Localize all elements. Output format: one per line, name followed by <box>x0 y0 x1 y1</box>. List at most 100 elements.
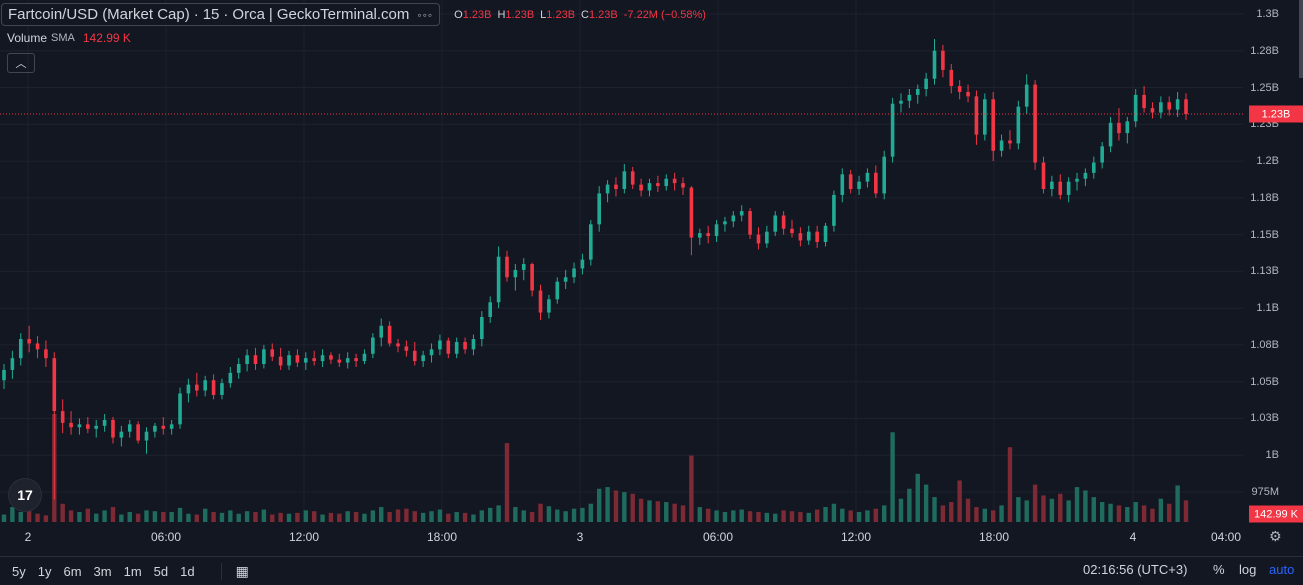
time-tick-label: 12:00 <box>288 530 320 544</box>
volume-bar <box>35 513 40 522</box>
candle-body <box>597 193 601 225</box>
volume-bar <box>630 493 635 522</box>
range-1m[interactable]: 1m <box>123 563 142 579</box>
candle-body <box>295 355 300 363</box>
interval-label: 15 <box>202 6 220 23</box>
volume-value: 142.99 K <box>82 31 131 45</box>
candle-body <box>1175 99 1180 110</box>
collapse-legend-button[interactable]: ︿ <box>7 53 35 73</box>
last-price-tag: 1.23B <box>1249 105 1303 123</box>
candle-body <box>1159 102 1163 113</box>
volume-bar <box>1099 502 1105 522</box>
candle-body <box>2 369 6 381</box>
volume-bar <box>253 512 258 522</box>
candle-body <box>303 358 308 363</box>
scrollbar[interactable] <box>1299 0 1303 78</box>
log-toggle[interactable]: log <box>1239 562 1257 577</box>
candle-body <box>94 425 99 429</box>
volume-bar <box>102 510 107 522</box>
price-tick-label: 1.3B <box>1256 8 1279 20</box>
volume-bar <box>1041 495 1046 522</box>
symbol-title-box[interactable]: Fartcoin/USD (Market Cap) · 15 · Orca | … <box>1 3 441 26</box>
volume-bar <box>923 484 929 522</box>
volume-bar <box>1183 500 1189 522</box>
candle-body <box>622 171 627 190</box>
volume-bar <box>446 513 451 522</box>
candle-body <box>421 355 425 362</box>
candle-body <box>681 183 685 188</box>
volume-bar <box>722 512 728 522</box>
candle-body <box>1150 108 1155 113</box>
range-1d[interactable]: 1d <box>180 563 195 579</box>
percent-toggle[interactable]: % <box>1213 562 1225 577</box>
candle-body <box>1016 106 1021 144</box>
candle-body <box>253 355 258 365</box>
volume-bar <box>1108 503 1113 522</box>
volume-bar <box>261 509 267 522</box>
candle-body <box>404 346 409 351</box>
volume-bar <box>856 512 862 522</box>
time-tick-label: 06:00 <box>150 530 182 544</box>
volume-bar <box>328 512 334 522</box>
candle-body <box>563 277 568 282</box>
candle-body <box>127 424 132 432</box>
candle-body <box>1125 121 1130 134</box>
range-3m[interactable]: 3m <box>93 563 112 579</box>
price-tick-label: 1.13B <box>1250 265 1279 278</box>
volume-label: Volume <box>7 31 48 45</box>
candle-body <box>220 383 224 395</box>
more-dots-icon[interactable]: ◦◦◦ <box>417 7 434 22</box>
auto-toggle[interactable]: auto <box>1269 562 1295 577</box>
volume-bar <box>814 509 820 522</box>
candle-body <box>371 337 375 354</box>
volume-bar <box>848 510 853 522</box>
candle-body <box>337 359 342 363</box>
volume-bar <box>337 513 342 522</box>
volume-legend: Volume SMA 142.99 K <box>7 31 131 45</box>
volume-bar <box>580 507 585 522</box>
candle-body <box>345 358 350 363</box>
candle-body <box>1058 181 1063 195</box>
candle-body <box>874 172 878 194</box>
candle-body <box>111 419 115 438</box>
candle-body <box>1041 162 1046 190</box>
candle-body <box>69 422 73 428</box>
sma-label: SMA <box>51 32 75 44</box>
volume-bar <box>295 512 300 522</box>
candle-body <box>1050 181 1054 190</box>
price-tick-label: 1.2B <box>1256 155 1279 168</box>
candle-body <box>320 355 325 362</box>
candle-body <box>262 349 266 365</box>
volume-bar <box>379 507 384 522</box>
time-readout[interactable]: 02:16:56 (UTC+3) <box>1083 562 1188 577</box>
volume-bar <box>362 513 367 522</box>
range-6m[interactable]: 6m <box>63 563 82 579</box>
gear-icon[interactable]: ⚙ <box>1269 528 1282 544</box>
candle-body <box>932 50 937 79</box>
calendar-icon[interactable]: ▦ <box>220 562 249 580</box>
volume-bar <box>915 473 920 522</box>
candle-body <box>605 184 610 194</box>
candle-body <box>966 91 970 97</box>
candle-body <box>656 183 660 187</box>
ohlc-high: H1.23B <box>497 8 535 21</box>
candle-body <box>697 233 702 238</box>
range-5d[interactable]: 5d <box>153 563 169 579</box>
price-tick-label: 1.25B <box>1250 81 1279 94</box>
range-1y[interactable]: 1y <box>37 563 52 579</box>
volume-bar <box>773 513 778 522</box>
volume-bar <box>194 514 200 522</box>
price-tick-label: 975M <box>1251 486 1279 498</box>
volume-bar <box>471 514 476 522</box>
candle-body <box>144 431 149 441</box>
price-chart[interactable] <box>0 0 1303 556</box>
candle-body <box>379 325 384 338</box>
candle-body <box>983 99 987 135</box>
volume-bar <box>764 512 770 522</box>
volume-bar <box>320 514 325 522</box>
volume-bar <box>211 512 216 522</box>
tradingview-logo-icon[interactable]: 17 <box>9 479 41 511</box>
volume-bar <box>496 505 501 522</box>
range-5y[interactable]: 5y <box>12 563 26 579</box>
volume-bar <box>529 512 535 522</box>
